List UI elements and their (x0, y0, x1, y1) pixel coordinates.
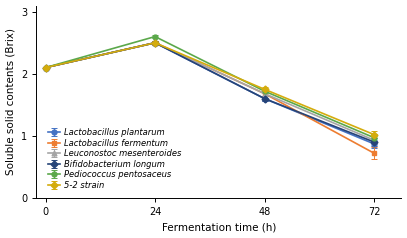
Y-axis label: Soluble solid contents (Brix): Soluble solid contents (Brix) (6, 28, 15, 175)
Legend: Lactobacillus plantarum, Lactobacillus fermentum, Leuconostoc mesenteroides, Bif: Lactobacillus plantarum, Lactobacillus f… (48, 128, 181, 190)
X-axis label: Fermentation time (h): Fermentation time (h) (162, 223, 276, 233)
